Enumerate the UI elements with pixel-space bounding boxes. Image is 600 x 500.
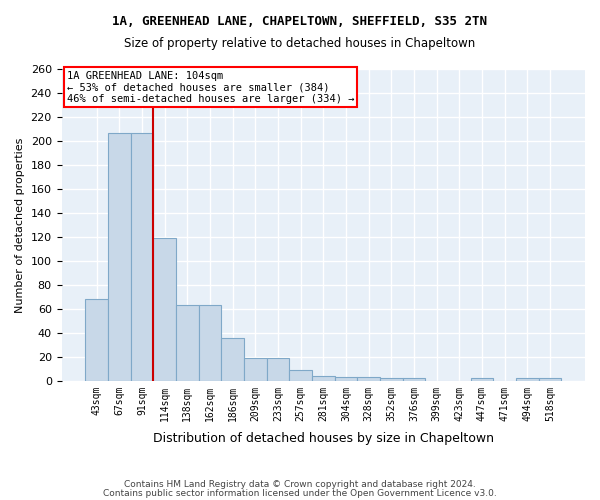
Text: Contains HM Land Registry data © Crown copyright and database right 2024.: Contains HM Land Registry data © Crown c… xyxy=(124,480,476,489)
Bar xyxy=(266,358,289,381)
Bar xyxy=(380,378,403,381)
Bar xyxy=(199,305,221,381)
Bar xyxy=(176,305,199,381)
Text: Size of property relative to detached houses in Chapeltown: Size of property relative to detached ho… xyxy=(124,38,476,51)
Bar xyxy=(403,378,425,381)
Text: Contains public sector information licensed under the Open Government Licence v3: Contains public sector information licen… xyxy=(103,489,497,498)
Bar xyxy=(221,338,244,381)
Text: 1A, GREENHEAD LANE, CHAPELTOWN, SHEFFIELD, S35 2TN: 1A, GREENHEAD LANE, CHAPELTOWN, SHEFFIEL… xyxy=(113,15,487,28)
Bar xyxy=(516,378,539,381)
Bar xyxy=(539,378,561,381)
Y-axis label: Number of detached properties: Number of detached properties xyxy=(15,137,25,312)
Bar xyxy=(312,376,335,381)
Bar xyxy=(357,377,380,381)
Bar xyxy=(335,377,357,381)
Bar xyxy=(154,238,176,381)
Bar xyxy=(470,378,493,381)
X-axis label: Distribution of detached houses by size in Chapeltown: Distribution of detached houses by size … xyxy=(153,432,494,445)
Bar xyxy=(289,370,312,381)
Bar xyxy=(244,358,266,381)
Bar xyxy=(85,299,108,381)
Text: 1A GREENHEAD LANE: 104sqm
← 53% of detached houses are smaller (384)
46% of semi: 1A GREENHEAD LANE: 104sqm ← 53% of detac… xyxy=(67,70,354,104)
Bar xyxy=(131,132,154,381)
Bar xyxy=(108,132,131,381)
